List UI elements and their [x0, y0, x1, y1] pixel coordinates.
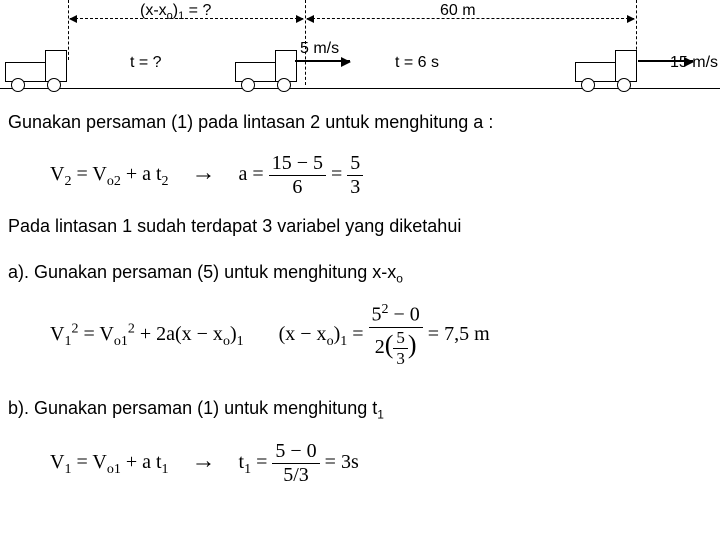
kinematics-diagram: (x-xo)1 = ? 60 m t = ? 5 m/s t = 6 s 15 m/s: [0, 0, 720, 100]
eq3-lhs: V1 = Vo1 + a t1: [50, 451, 169, 473]
equation-1: V2 = Vo2 + a t2 → a = 15 − 56 = 53: [50, 152, 363, 199]
equation-3: V1 = Vo1 + a t1 → t1 = 5 − 05/3 = 3s: [50, 440, 359, 487]
diagram-label: 5 m/s: [300, 40, 339, 58]
diagram-label: 15 m/s: [670, 54, 718, 72]
truck-icon: [235, 50, 297, 88]
eq2-rhs: (x − xo)1 = 52 − 02(53) = 7,5 m: [279, 323, 490, 345]
velocity-arrow: [295, 60, 350, 62]
diagram-label: 60 m: [440, 2, 476, 20]
paragraph-4: b). Gunakan persaman (1) untuk menghitun…: [8, 398, 384, 422]
arrow-icon: →: [192, 448, 216, 474]
diagram-label: (x-xo)1 = ?: [140, 2, 211, 22]
paragraph-1: Gunakan persaman (1) pada lintasan 2 unt…: [8, 112, 493, 133]
paragraph-3: a). Gunakan persaman (5) untuk menghitun…: [8, 262, 403, 286]
equation-2: V12 = Vo12 + 2a(x − xo)1 (x − xo)1 = 52 …: [50, 302, 490, 369]
paragraph-2: Pada lintasan 1 sudah terdapat 3 variabe…: [8, 216, 461, 237]
eq1-lhs: V2 = Vo2 + a t2: [50, 163, 169, 185]
diagram-label: t = 6 s: [395, 54, 439, 72]
truck-icon: [5, 50, 67, 88]
eq3-rhs: t1 = 5 − 05/3 = 3s: [239, 451, 359, 473]
eq1-rhs: a = 15 − 56 = 53: [239, 163, 364, 185]
diagram-label: t = ?: [130, 54, 162, 72]
arrow-icon: →: [192, 160, 216, 186]
truck-icon: [575, 50, 637, 88]
eq2-lhs: V12 = Vo12 + 2a(x − xo)1: [50, 323, 244, 345]
